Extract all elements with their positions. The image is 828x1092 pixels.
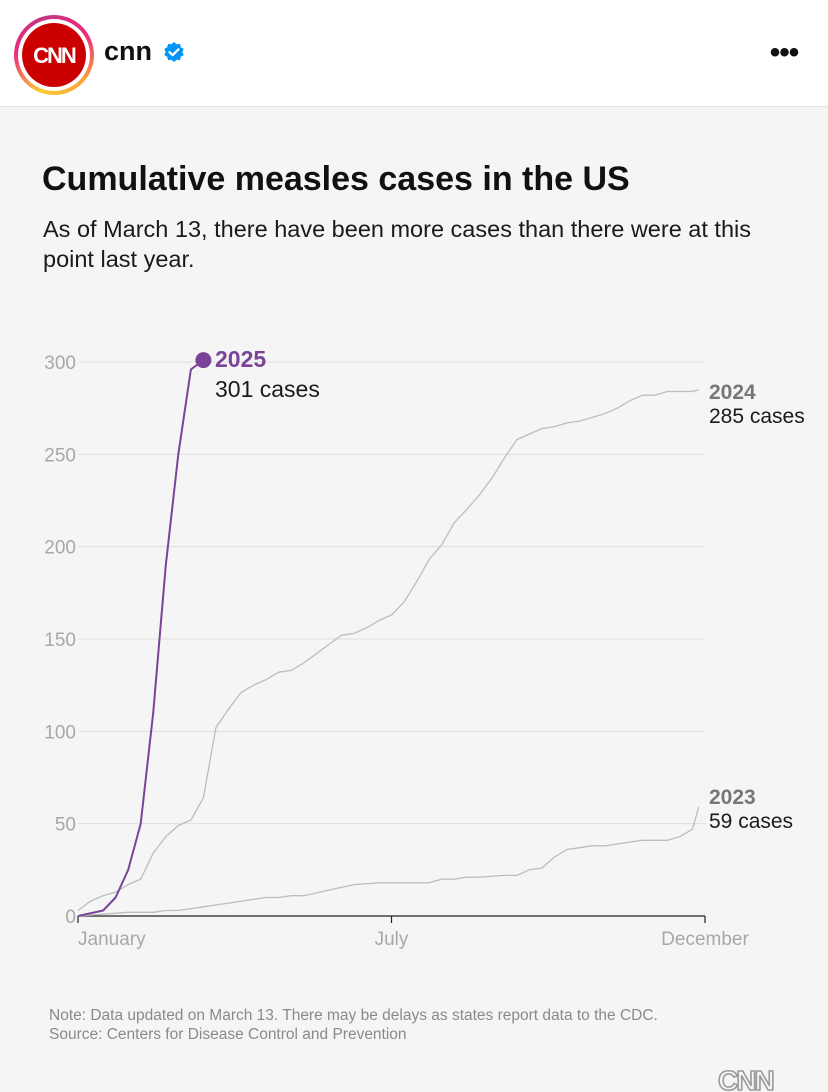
post-header: CNN cnn •••: [0, 0, 828, 107]
y-tick-label: 200: [44, 538, 76, 559]
series-sublabel-2023: 59 cases: [709, 810, 793, 833]
line-chart: 0 50 100 150 200 250 300 January July December 2…: [44, 346, 805, 950]
footnote: Note: Data updated on March 13. There ma…: [49, 1006, 658, 1044]
y-tick-label: 250: [44, 445, 76, 466]
y-axis-ticks: 0 50 100 150 200 250 300: [44, 353, 76, 928]
y-tick-label: 50: [55, 815, 76, 836]
series-label-2023: 2023: [709, 786, 756, 809]
chart-title: Cumulative measles cases in the US: [42, 160, 630, 198]
chart-subtitle: As of March 13, there have been more cas…: [43, 216, 751, 272]
gridlines: [78, 361, 705, 825]
svg-text:CNN: CNN: [33, 43, 76, 68]
series-lines: [77, 352, 700, 917]
series-label-2025: 2025: [215, 346, 266, 372]
y-tick-label: 0: [65, 907, 76, 928]
story-ring[interactable]: CNN: [14, 15, 94, 95]
series-line-2025: [77, 359, 204, 917]
more-options-button[interactable]: •••: [769, 36, 800, 69]
series-line-2023: [77, 806, 700, 917]
series-endpoint-2025: [195, 352, 212, 369]
svg-text:CNN: CNN: [718, 1065, 773, 1092]
avatar[interactable]: CNN: [22, 23, 86, 87]
cnn-footer-logo-icon: CNN: [717, 1064, 776, 1092]
x-tick-label: July: [375, 929, 409, 950]
x-tick-label: December: [661, 929, 749, 950]
account-name[interactable]: cnn: [104, 36, 153, 66]
series-line-2024: [77, 389, 699, 912]
cnn-logo-icon: CNN: [33, 43, 78, 68]
x-tick-label: January: [78, 929, 146, 950]
series-sublabel-2024: 285 cases: [709, 405, 805, 428]
footnote-source: Source: Centers for Disease Control and …: [49, 1026, 407, 1043]
y-tick-label: 100: [44, 722, 76, 743]
y-tick-label: 300: [44, 353, 76, 374]
series-sublabel-2025: 301 cases: [215, 376, 320, 402]
series-label-2024: 2024: [709, 381, 756, 404]
footnote-note: Note: Data updated on March 13. There ma…: [49, 1007, 658, 1024]
x-axis: January July December: [77, 915, 749, 950]
verified-badge-icon: [164, 42, 184, 62]
y-tick-label: 150: [44, 630, 76, 651]
